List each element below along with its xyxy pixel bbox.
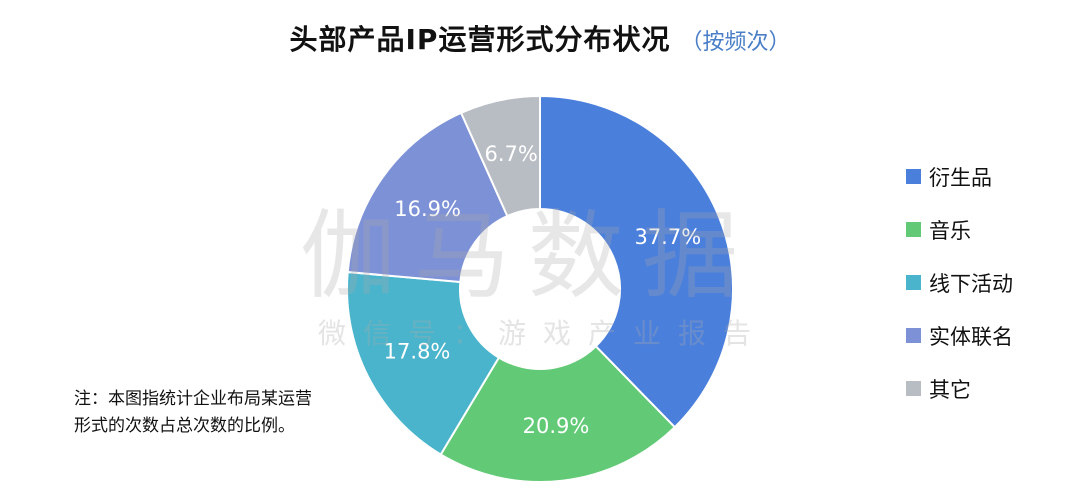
chart-legend: 衍生品音乐线下活动实体联名其它 — [906, 150, 1076, 415]
donut-slice-2 — [439, 344, 677, 483]
legend-item-3: 线下活动 — [906, 256, 1076, 309]
slice-value-label-2: 20.9% — [523, 414, 590, 438]
donut-slice-5 — [459, 94, 541, 218]
donut-slice-3 — [346, 270, 501, 456]
chart-title: 头部产品IP运营形式分布状况 — [289, 23, 671, 56]
chart-note: 注：本图指统计企业布局某运营形式的次数占总次数的比例。 — [74, 389, 312, 436]
legend-swatch-1 — [906, 169, 921, 184]
chart-title-row: 头部产品IP运营形式分布状况 （按频次） — [0, 18, 1080, 58]
chart-subtitle: （按频次） — [680, 30, 791, 55]
legend-item-1: 衍生品 — [906, 150, 1076, 203]
legend-label-2: 音乐 — [929, 218, 971, 243]
slice-value-label-5: 6.7% — [484, 142, 537, 166]
legend-label-5: 其它 — [929, 377, 971, 402]
legend-swatch-2 — [906, 222, 921, 237]
legend-item-4: 实体联名 — [906, 309, 1076, 362]
slice-value-label-3: 17.8% — [384, 340, 451, 364]
donut-slice-4 — [346, 111, 509, 284]
legend-swatch-4 — [906, 328, 921, 343]
legend-label-3: 线下活动 — [929, 271, 1013, 296]
donut-slice-1 — [539, 94, 734, 429]
legend-swatch-3 — [906, 275, 921, 290]
slice-value-label-4: 16.9% — [394, 197, 461, 221]
legend-item-5: 其它 — [906, 362, 1076, 415]
legend-label-1: 衍生品 — [929, 165, 992, 190]
legend-label-4: 实体联名 — [929, 324, 1013, 349]
legend-swatch-5 — [906, 381, 921, 396]
slice-value-label-1: 37.7% — [634, 225, 701, 249]
legend-item-2: 音乐 — [906, 203, 1076, 256]
